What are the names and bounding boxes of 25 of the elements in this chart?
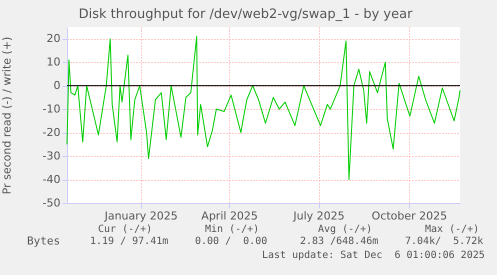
y-tick-label: -10 xyxy=(42,102,60,116)
chart-title: Disk throughput for /dev/web2-vg/swap_1 - by year xyxy=(78,7,414,22)
x-tick-label: October 2025 xyxy=(372,210,448,222)
text: Bytes xyxy=(27,234,60,248)
y-tick-label: -50 xyxy=(42,196,60,210)
y-tick-label: 0 xyxy=(54,79,60,92)
y-axis-title: Pr second read (-) / write (+) xyxy=(0,36,14,194)
text: Cur (-/+) xyxy=(98,224,152,235)
text: Last update: Sat Dec 6 01:00:06 2025 xyxy=(262,250,485,261)
line-series xyxy=(66,36,460,180)
text: Max (-/+) xyxy=(425,224,480,235)
text: 1.19 / 97.41m xyxy=(90,236,168,247)
y-tick-label: -20 xyxy=(42,126,60,140)
x-tick-label: July 2025 xyxy=(292,210,345,222)
x-tick-label: January 2025 xyxy=(104,210,178,222)
text: 0.00 / 0.00 xyxy=(195,236,268,247)
y-tick-label: 10 xyxy=(46,56,60,69)
x-tick-label: April 2025 xyxy=(201,210,258,222)
text: Avg (-/+) xyxy=(318,224,372,235)
text: 2.83 /648.46m xyxy=(300,236,378,247)
text: 7.04k/ 5.72k xyxy=(405,236,484,247)
text: Min (-/+) xyxy=(205,224,260,235)
y-tick-label: -40 xyxy=(42,173,60,186)
y-tick-label: -30 xyxy=(42,150,60,163)
y-tick-label: 20 xyxy=(46,32,60,46)
